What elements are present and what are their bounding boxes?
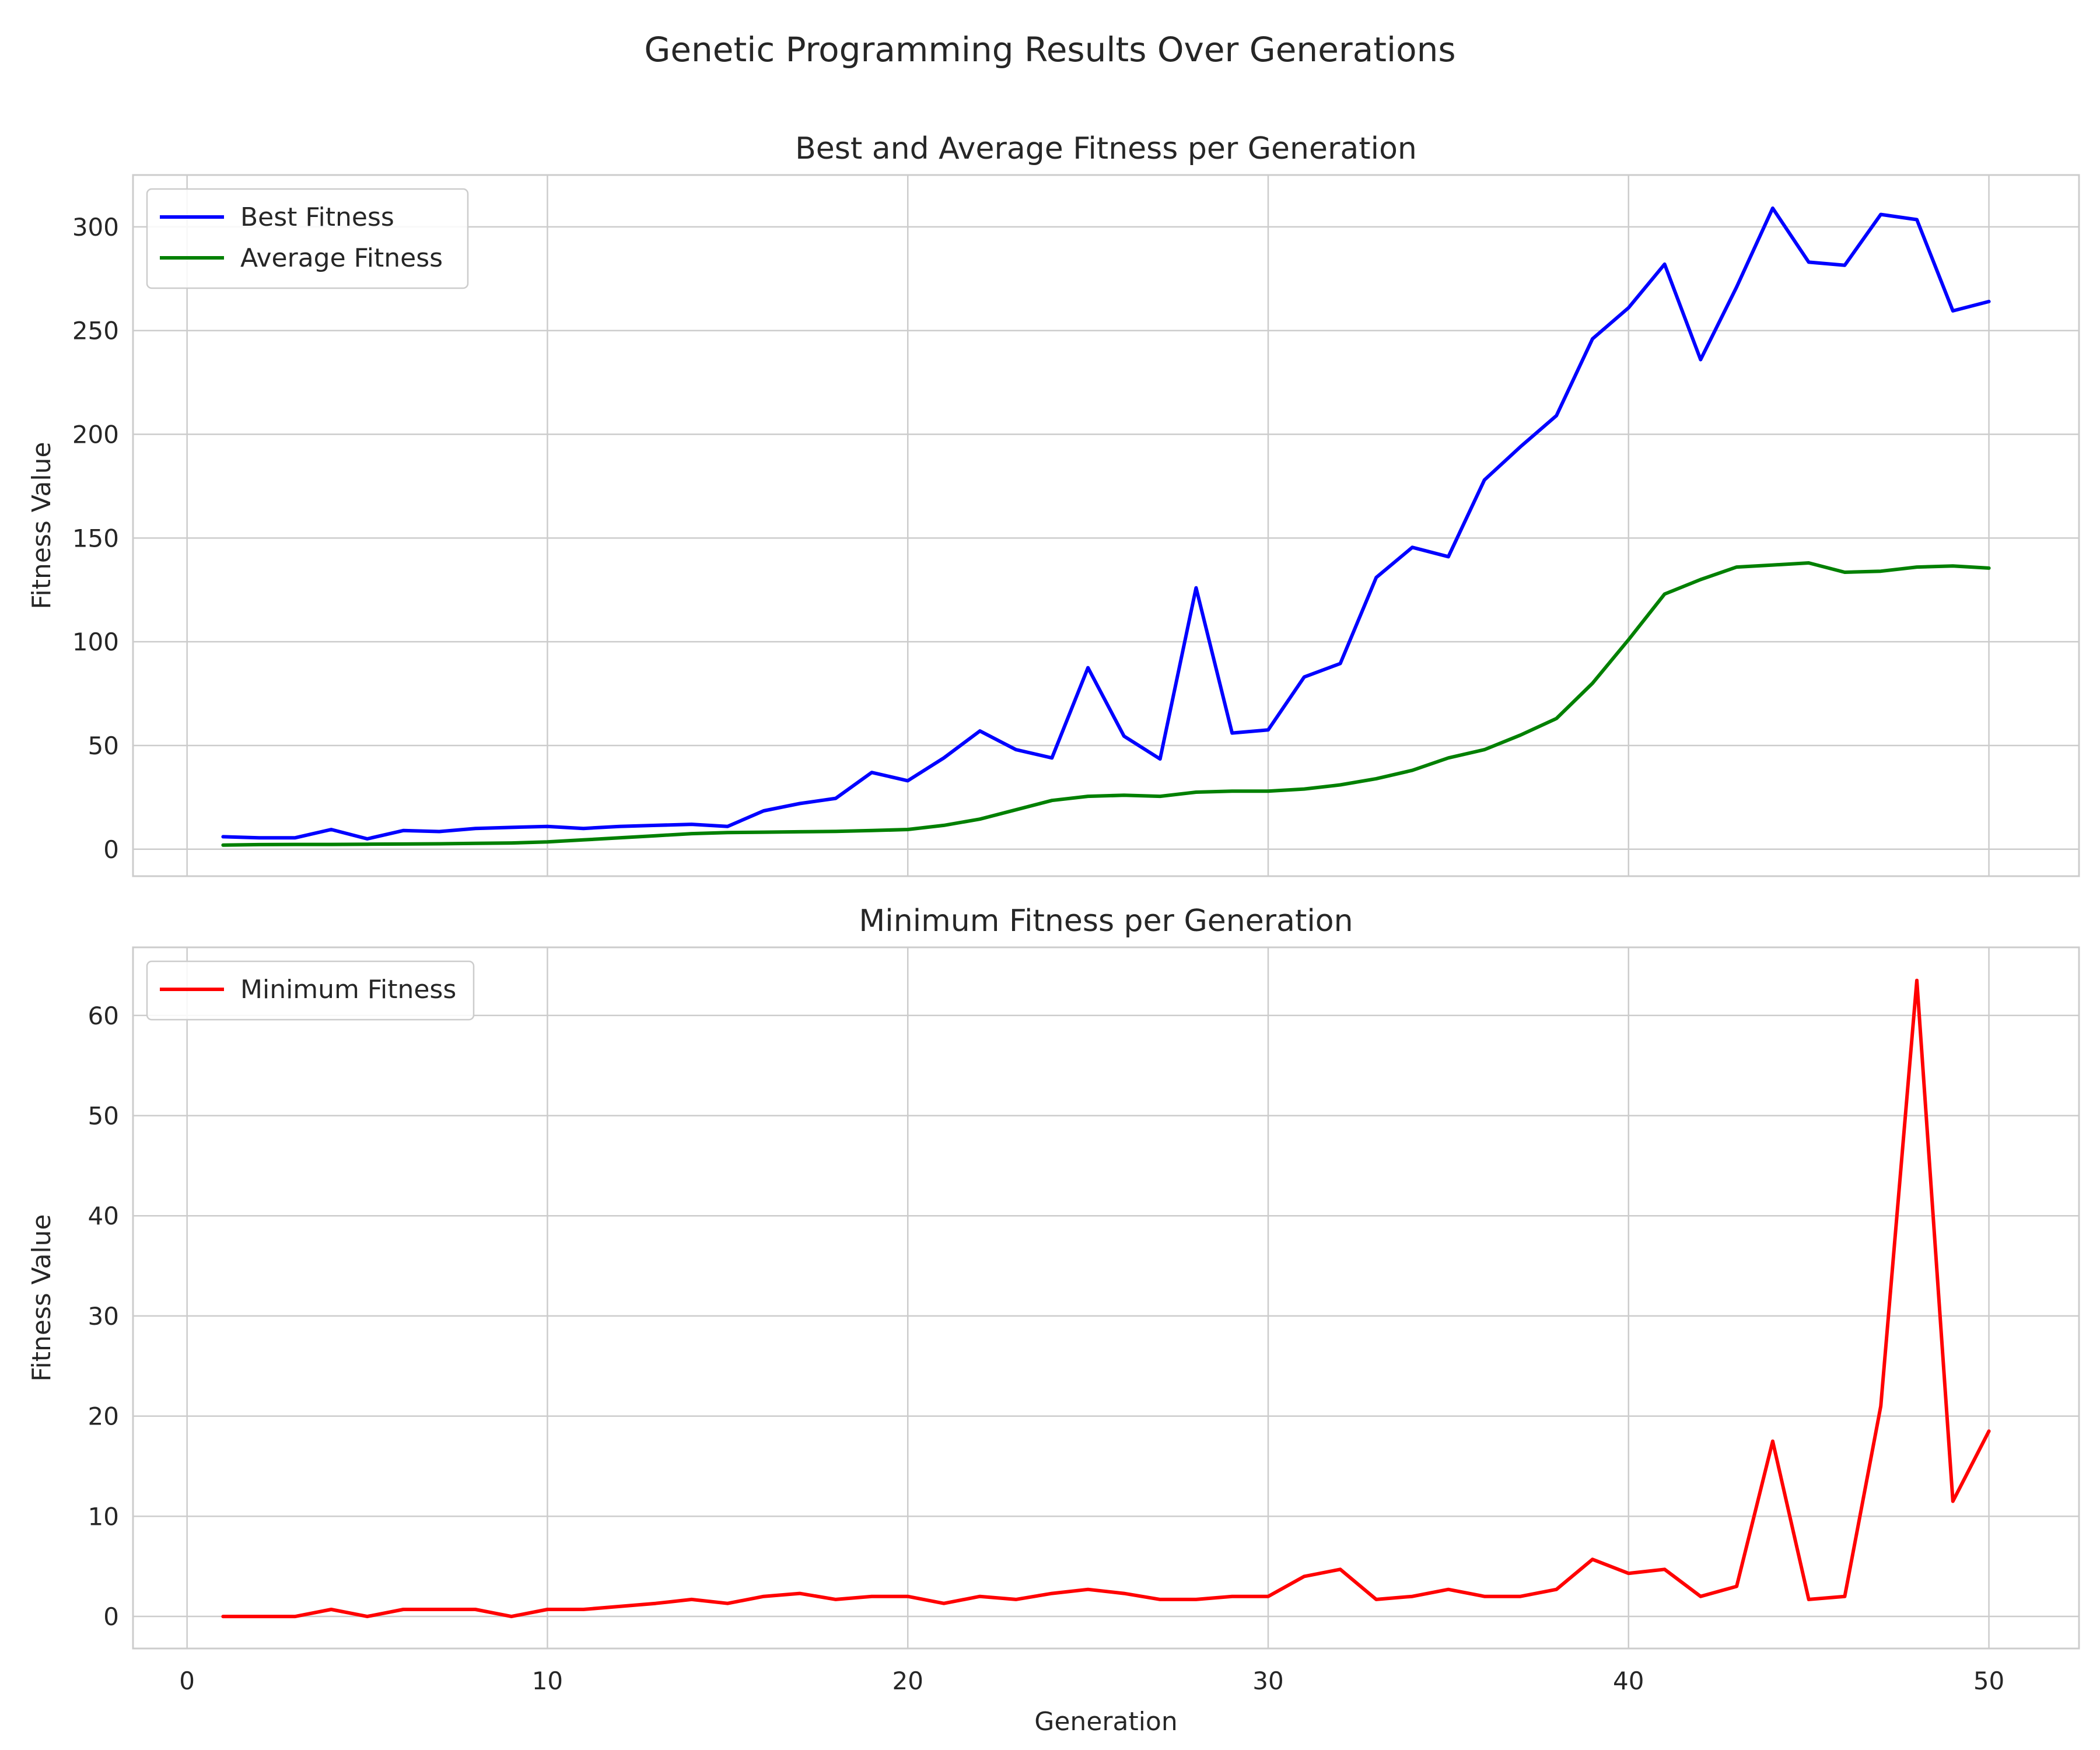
y-tick-label: 10 <box>88 1502 119 1531</box>
plot-area <box>133 175 2079 876</box>
legend-box <box>146 188 469 289</box>
series-lines <box>221 206 1991 847</box>
legend-label-average-fitness: Average Fitness <box>240 243 443 273</box>
grid <box>133 175 2079 876</box>
x-tick-label: 10 <box>532 1667 563 1695</box>
legend: Best Fitness Average Fitness <box>146 188 469 289</box>
y-tick-label: 0 <box>103 1602 119 1631</box>
y-tick-label: 50 <box>88 1101 119 1130</box>
chart-title: Minimum Fitness per Generation <box>859 904 1353 939</box>
series-line-average-fitness <box>221 561 1991 847</box>
y-tick-label: 40 <box>88 1202 119 1230</box>
x-axis-label: Generation <box>1034 1707 1177 1737</box>
y-tick-label: 50 <box>88 732 119 760</box>
y-tick-label: 250 <box>72 317 119 345</box>
x-tick-label: 50 <box>1973 1667 2004 1695</box>
y-tick-label: 200 <box>72 421 119 449</box>
series-lines <box>221 978 1991 1619</box>
series-line-minimum-fitness <box>221 978 1991 1619</box>
y-tick-label: 60 <box>88 1002 119 1030</box>
legend-label-minimum-fitness: Minimum Fitness <box>240 975 456 1005</box>
tick-labels: 0 10 20 30 40 50 0 10 20 30 40 50 60 <box>88 1002 2005 1695</box>
figure-suptitle: Genetic Programming Results Over Generat… <box>644 30 1455 69</box>
grid <box>133 947 2079 1648</box>
y-axis-label: Fitness Value <box>27 1214 57 1381</box>
x-tick-label: 40 <box>1613 1667 1644 1695</box>
y-axis-label: Fitness Value <box>27 442 57 609</box>
x-tick-label: 20 <box>892 1667 923 1695</box>
legend-box <box>146 960 475 1021</box>
y-tick-label: 20 <box>88 1402 119 1431</box>
x-tick-label: 30 <box>1252 1667 1283 1695</box>
y-tick-label: 300 <box>72 213 119 242</box>
tick-labels: 0 50 100 150 200 250 300 <box>72 213 119 864</box>
best-average-fitness-chart: 0 50 100 150 200 250 300 Best and Average Fitn… <box>27 131 2080 877</box>
y-tick-label: 30 <box>88 1302 119 1331</box>
y-tick-label: 100 <box>72 628 119 656</box>
y-tick-label: 150 <box>72 524 119 552</box>
legend-label-best-fitness: Best Fitness <box>240 202 394 232</box>
x-tick-label: 0 <box>179 1667 195 1695</box>
plot-frame <box>132 946 2080 1650</box>
series-line-best-fitness <box>221 206 1991 841</box>
chart-title: Best and Average Fitness per Generation <box>795 131 1417 166</box>
plot-frame <box>132 174 2080 877</box>
plot-area <box>133 947 2079 1648</box>
y-tick-label: 0 <box>103 835 119 864</box>
legend: Minimum Fitness <box>146 960 475 1021</box>
minimum-fitness-chart: 0 10 20 30 40 50 0 10 20 30 40 50 60 Minimum Fitness… <box>27 904 2080 1737</box>
